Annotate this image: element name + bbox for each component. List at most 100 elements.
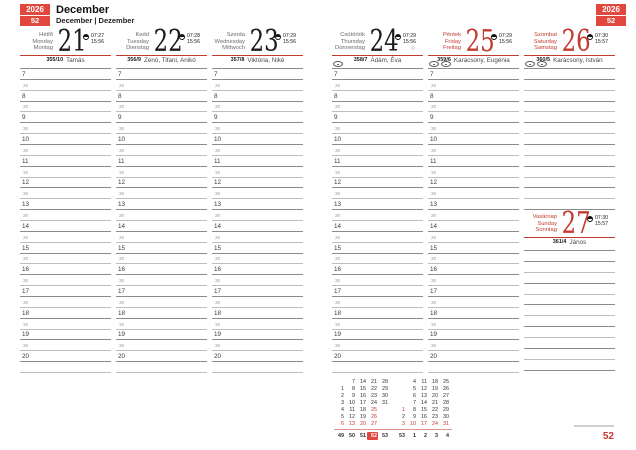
grid-row: 30 <box>212 210 303 222</box>
day-number: 21 <box>57 24 87 59</box>
grid-row: 30 <box>20 275 111 287</box>
grid-row: 30 <box>428 210 519 222</box>
hour-label: 30 <box>23 169 29 175</box>
week-number: 53 <box>399 432 405 439</box>
grid-row: 13 <box>332 199 423 211</box>
hour-label: 18 <box>430 309 438 317</box>
grid-row: 30 <box>212 145 303 156</box>
sunset-time: 15:57 <box>595 221 608 228</box>
hour-label: 8 <box>22 92 26 100</box>
grid-row: 30 <box>20 167 111 178</box>
grid-row: 8 <box>212 91 303 102</box>
grid-row: 30 <box>20 123 111 135</box>
right-page: 2026 52 Csütörtök Thursday Donnerstag 24 07:… <box>332 0 626 450</box>
mini-calendar-day: 8 <box>352 386 355 392</box>
grid-row: 19 <box>212 330 303 341</box>
grid-row <box>524 251 615 263</box>
week-label: 52 <box>20 16 50 26</box>
grid-row: 19 <box>428 330 519 341</box>
mini-calendar-day: 21 <box>432 400 438 406</box>
day-ordinal: 359/6 <box>437 57 451 63</box>
grid-row <box>524 295 615 306</box>
hour-grid: 7 30 8 30 9 30 10 30 11 30 12 30 13 30 14 30 15 30 16 30 17 3… <box>428 69 519 374</box>
week-number: 52 <box>367 431 378 440</box>
mini-calendar-day: 1 <box>402 407 405 413</box>
footer-rule <box>574 425 614 427</box>
day-subheader: 356/9 Zénó, Tifani, Anikó <box>116 56 207 69</box>
mini-calendar-day: 27 <box>443 393 449 399</box>
hour-label: 8 <box>430 92 434 100</box>
month-title: December <box>56 4 110 16</box>
hour-label: 30 <box>431 191 437 197</box>
grid-row: 15 <box>428 243 519 254</box>
hour-label: 30 <box>431 126 437 132</box>
hour-label: 15 <box>22 244 30 252</box>
weekend-grid-top <box>524 69 615 211</box>
name-day: János <box>569 239 587 247</box>
hour-label: 19 <box>334 331 342 339</box>
mini-calendar-day: 8 <box>413 407 416 413</box>
grid-row: 15 <box>20 243 111 254</box>
grid-row: 30 <box>116 80 207 91</box>
mini-calendar-day: 31 <box>443 421 449 427</box>
grid-row <box>524 273 615 284</box>
hour-label: 30 <box>215 169 221 175</box>
day-names: Péntek Friday Freitag <box>442 32 461 52</box>
sunrise-time: 07:29 <box>499 33 512 39</box>
grid-row: 19 <box>20 330 111 341</box>
mini-calendar-day: 12 <box>421 386 427 392</box>
grid-row: 18 <box>212 308 303 319</box>
hour-label: 30 <box>215 191 221 197</box>
grid-row: 30 <box>20 102 111 113</box>
day-number: 26 <box>561 24 591 59</box>
mini-calendar-day: 19 <box>432 386 438 392</box>
grid-row: 16 <box>332 264 423 276</box>
hour-label: 20 <box>118 353 126 361</box>
hour-label: 30 <box>431 299 437 305</box>
sunrise-time: 07:27 <box>91 33 104 39</box>
hour-label: 30 <box>335 126 341 132</box>
day-ordinal: 361/4 <box>552 239 567 246</box>
grid-row: 20 <box>212 351 303 363</box>
sun-times: 07:29 15:56 ○ <box>395 28 423 55</box>
grid-row: 12 <box>20 178 111 189</box>
grid-row: 12 <box>428 178 519 189</box>
hour-label: 15 <box>214 244 222 252</box>
grid-row <box>524 360 615 371</box>
grid-row: 30 <box>20 254 111 265</box>
mini-calendar-day: 30 <box>382 393 388 399</box>
hour-label: 7 <box>22 70 26 78</box>
grid-row <box>116 362 207 374</box>
week-number: 2 <box>424 432 427 439</box>
mini-calendar-day: 20 <box>432 393 438 399</box>
grid-row: 30 <box>428 340 519 352</box>
hour-grid: 7 30 8 30 9 30 10 30 11 30 12 30 13 30 14 30 15 30 16 30 17 3… <box>116 69 207 374</box>
hour-label: 13 <box>430 201 438 209</box>
day-column-tuesday: Kedd Tuesday Dienstag 22 07:28 15:56 356/9 Zénó… <box>116 24 207 374</box>
mini-calendar-day: 21 <box>371 379 377 385</box>
hour-label: 30 <box>119 256 125 262</box>
mini-calendar-day: 11 <box>421 379 427 385</box>
day-subheader: 359/6 Karácsony, Eugénia <box>428 56 519 69</box>
mini-calendar-day: 5 <box>413 386 416 392</box>
grid-row <box>524 112 615 124</box>
grid-row: 30 <box>212 275 303 287</box>
hour-label: 30 <box>215 321 221 327</box>
hour-label: 30 <box>23 343 29 349</box>
grid-row: 15 <box>332 243 423 254</box>
grid-row: 30 <box>212 254 303 265</box>
mini-calendar-day: 4 <box>413 379 416 385</box>
mini-calendar-day: 11 <box>349 407 355 413</box>
day-subheader: 357/8 Viktória, Niké <box>212 56 303 69</box>
hour-label: 11 <box>118 157 125 165</box>
day-column-monday: Hétfő Monday Montag 21 07:27 15:56 355/10 Tamás… <box>20 24 111 374</box>
sunrise-sunset-icon <box>83 34 89 40</box>
hour-label: 12 <box>118 179 126 187</box>
mini-month-january: 4 11 18 25 5 12 19 26 6 13 20 27 7 14 21 28 1 8 15 22 29 2 9 16… <box>395 379 450 428</box>
day-number: 22 <box>153 24 183 59</box>
grid-row <box>524 284 615 295</box>
hour-label: 18 <box>22 309 30 317</box>
grid-row: 13 <box>212 199 303 211</box>
hour-label: 11 <box>334 157 341 165</box>
grid-row: 13 <box>116 199 207 211</box>
